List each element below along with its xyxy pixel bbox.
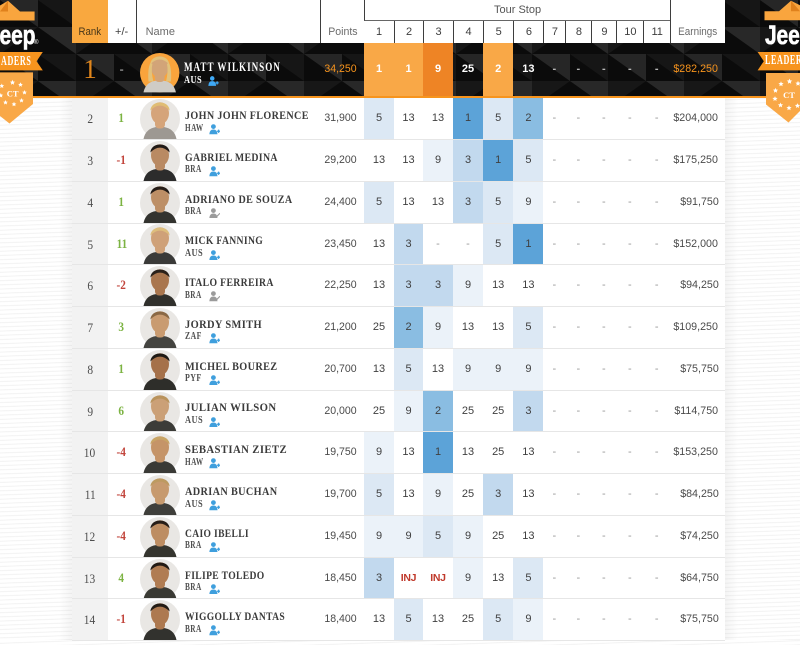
svg-text:CT: CT: [783, 90, 795, 100]
svg-text:CT: CT: [7, 89, 19, 99]
